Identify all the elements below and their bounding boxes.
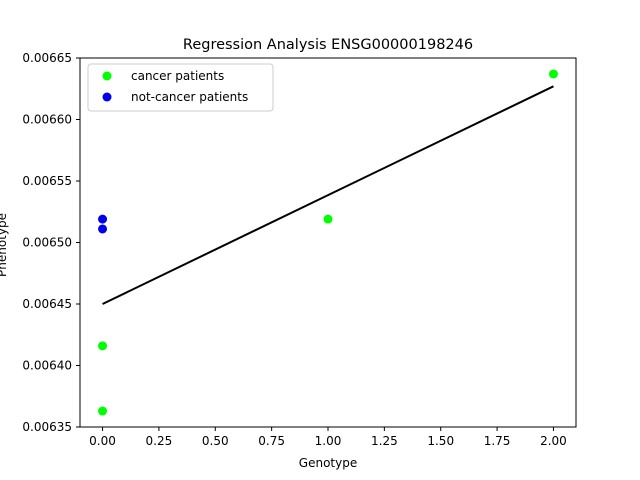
x-tick-label-8: 2.00 xyxy=(540,434,567,448)
data-point-series-1-0 xyxy=(98,224,108,234)
y-tick-label-3: 0.00650 xyxy=(22,236,72,250)
regression-line xyxy=(102,85,554,305)
data-point-series-1-1 xyxy=(98,214,108,224)
y-tick-label-1: 0.00640 xyxy=(22,359,72,373)
x-tick-label-3: 0.75 xyxy=(258,434,285,448)
legend-marker-1 xyxy=(102,92,112,102)
y-tick-label-6: 0.00665 xyxy=(22,51,72,65)
x-tick-label-1: 0.25 xyxy=(146,434,173,448)
x-tick-label-7: 1.75 xyxy=(484,434,511,448)
y-tick-label-0: 0.00635 xyxy=(22,420,72,434)
axes: 0.00 0.25 0.50 0.75 1.00 1.25 1.50 1.75 2.00 0.00… xyxy=(22,51,577,448)
y-axis-label: Phenotype xyxy=(0,213,9,277)
y-tick-label-5: 0.00660 xyxy=(22,113,72,127)
x-tick-label-2: 0.50 xyxy=(202,434,229,448)
y-tick-label-2: 0.00645 xyxy=(22,297,72,311)
legend-box xyxy=(87,63,274,112)
data-point-series-0-0 xyxy=(98,406,108,416)
plot-area xyxy=(80,58,576,427)
y-tick-label-4: 0.00655 xyxy=(22,174,72,188)
chart-title: Regression Analysis ENSG00000198246 xyxy=(183,37,473,53)
legend-marker-0 xyxy=(102,71,112,81)
data-point-series-0-2 xyxy=(323,214,333,224)
data-point-series-0-3 xyxy=(548,69,558,79)
x-tick-label-6: 1.50 xyxy=(427,434,454,448)
x-tick-label-5: 1.25 xyxy=(371,434,398,448)
x-tick-label-4: 1.00 xyxy=(315,434,342,448)
legend: cancer patients not-cancer patients xyxy=(87,63,274,112)
x-axis-label: Genotype xyxy=(299,456,357,470)
plot-background xyxy=(80,58,576,427)
legend-label-1: not-cancer patients xyxy=(131,90,248,104)
data-point-series-0-1 xyxy=(98,341,108,351)
legend-label-0: cancer patients xyxy=(131,69,224,83)
x-tick-label-0: 0.00 xyxy=(89,434,116,448)
